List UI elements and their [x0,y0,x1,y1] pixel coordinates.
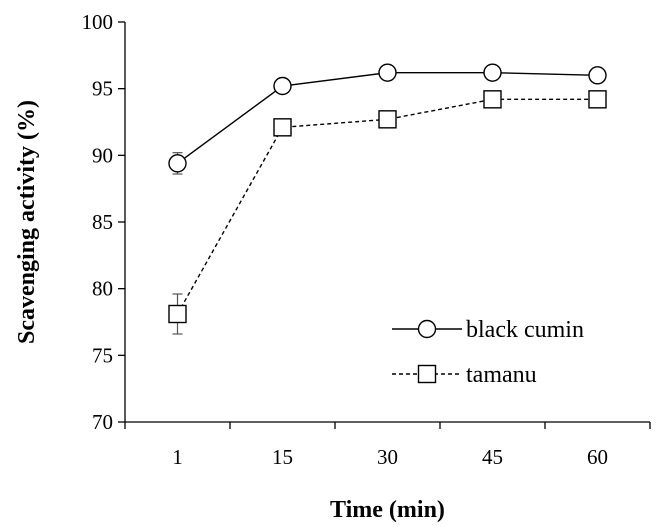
data-point-square [273,118,292,137]
data-point-circle [588,66,607,85]
x-tick-label: 15 [272,445,293,469]
y-tick-label: 95 [92,77,113,101]
y-tick-label: 70 [92,410,113,434]
x-tick-label: 45 [482,445,503,469]
series-black-cumin [168,63,607,175]
legend-item: black cumin [392,317,584,343]
x-axis-title: Time (min) [330,497,445,523]
legend-label: tamanu [466,362,537,388]
data-point-square [483,90,502,109]
data-point-square [168,304,187,324]
data-point-circle [483,63,502,82]
data-point-square [588,90,607,109]
legend-item: tamanu [392,362,537,388]
x-tick-label: 1 [172,445,183,469]
x-tick-label: 30 [377,445,398,469]
data-point-square [378,110,397,129]
data-point-circle [273,76,292,96]
axes: 70 75 80 85 90 95 100 1 15 30 45 60 [82,10,651,469]
legend-label: black cumin [466,317,584,343]
y-tick-label: 80 [92,277,113,301]
y-axis-title: Scavenging activity (%) [14,100,40,344]
data-point-circle [378,63,397,82]
series-tamanu [168,90,607,335]
legend-marker-square [417,364,437,384]
y-tick-label: 90 [92,143,113,167]
legend-marker-circle [417,319,437,339]
y-tick-label: 75 [92,343,113,367]
data-point-circle [168,154,187,173]
x-tick-label: 60 [587,445,608,469]
series-layer [168,63,607,335]
y-tick-label: 85 [92,210,113,234]
y-tick-label: 100 [82,10,114,34]
series-line [176,98,598,315]
legend: black cumin tamanu [392,317,584,388]
